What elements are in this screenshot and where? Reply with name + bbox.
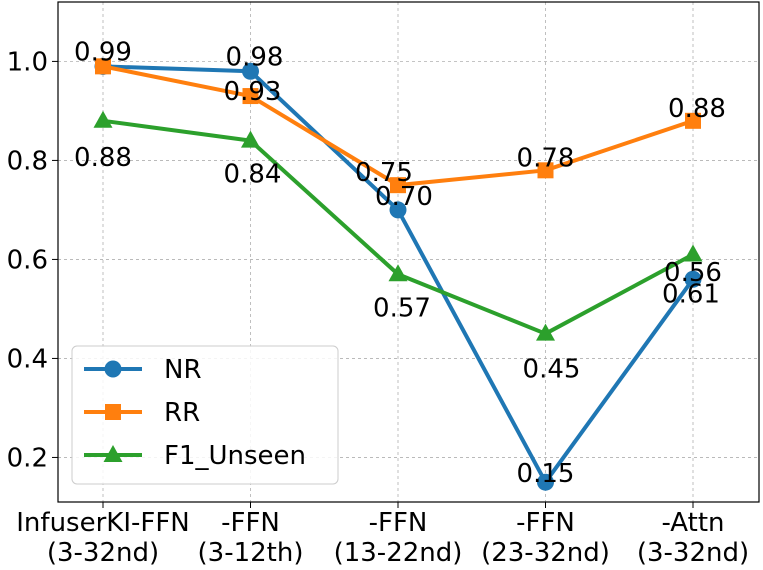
y-tick-label: 1.0 (7, 47, 48, 77)
data-label: 0.99 (74, 37, 132, 67)
x-tick-label: -FFN (516, 508, 575, 538)
legend: NR RR F1_Unseen (71, 345, 339, 485)
data-point (95, 58, 111, 75)
legend-item: NR (84, 355, 202, 385)
data-label: 0.45 (523, 355, 581, 385)
data-label: 0.15 (517, 459, 575, 489)
data-point (390, 177, 406, 194)
y-tick-label: 0.4 (7, 344, 48, 374)
data-label: 0.78 (517, 143, 575, 173)
axes: InfuserKI-FFN(3-32nd)-FFN(3-12th)-FFN(13… (7, 47, 750, 568)
legend-box (71, 345, 339, 485)
x-tick-label: -FFN (369, 508, 428, 538)
data-point (93, 110, 113, 128)
data-point (388, 264, 408, 282)
data-label: 0.84 (224, 160, 282, 190)
data-label: 0.88 (668, 94, 726, 124)
legend-label: RR (164, 398, 200, 428)
legend-marker (104, 360, 122, 378)
data-point (684, 270, 702, 288)
data-point (242, 62, 259, 80)
series-f1-unseen (93, 110, 703, 341)
data-point (537, 162, 554, 179)
y-tick-label: 0.2 (7, 443, 48, 473)
data-label: 0.56 (664, 258, 722, 288)
data-point (536, 323, 555, 341)
data-point (389, 201, 407, 219)
x-tick-label: InfuserKI-FFN (16, 508, 189, 538)
data-point (685, 112, 701, 129)
x-tick-label: (3-12th) (198, 538, 304, 568)
x-tick-label: (3-32nd) (47, 538, 159, 568)
data-point (683, 244, 703, 262)
y-tick-label: 0.8 (7, 146, 48, 176)
y-tick-label: 0.6 (7, 245, 48, 275)
legend-item: RR (84, 398, 200, 428)
series-nr (94, 57, 702, 491)
data-label: 0.98 (226, 42, 284, 72)
legend-marker (103, 445, 123, 462)
data-label: 0.93 (224, 77, 282, 107)
data-point (241, 130, 260, 148)
legend-label: NR (164, 355, 202, 385)
data-label: 0.61 (662, 279, 720, 309)
x-tick-label: (23-32nd) (481, 538, 610, 568)
data-label: 0.75 (355, 158, 413, 188)
legend-marker (105, 404, 121, 420)
x-tick-label: (3-32nd) (637, 538, 749, 568)
x-tick-label: -FFN (221, 508, 280, 538)
data-point (242, 88, 259, 105)
data-label: 0.70 (375, 182, 433, 212)
plot-frame (57, 1, 760, 503)
series-rr (95, 58, 701, 194)
data-label: 0.88 (74, 143, 132, 173)
x-tick-label: -Attn (661, 508, 724, 538)
legend-label: F1_Unseen (164, 441, 306, 471)
data-label: 0.57 (373, 293, 431, 323)
x-tick-label: (13-22nd) (334, 538, 463, 568)
data-point (537, 473, 554, 491)
data-labels: 0.99 0.98 0.70 0.15 0.56 0.93 0.75 0.78 0.88 0.88… (74, 37, 726, 489)
series-layer (93, 57, 703, 491)
legend-item: F1_Unseen (84, 441, 306, 471)
